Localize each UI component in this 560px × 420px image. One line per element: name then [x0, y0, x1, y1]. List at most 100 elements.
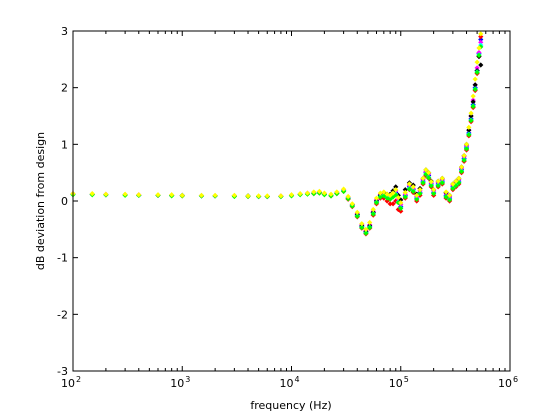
data-point	[470, 93, 476, 99]
data-point	[456, 180, 462, 186]
data-point	[443, 194, 449, 200]
data-point	[443, 189, 449, 195]
data-point	[363, 226, 369, 232]
data-point	[278, 193, 284, 199]
data-point	[470, 103, 476, 109]
data-point	[367, 225, 373, 231]
data-point	[103, 191, 109, 197]
data-point	[450, 181, 456, 187]
x-tick-label: 103	[170, 375, 190, 390]
data-point	[466, 124, 472, 130]
data-point	[387, 192, 393, 198]
data-point	[122, 191, 128, 197]
data-point	[428, 183, 434, 189]
data-point	[334, 189, 340, 195]
data-point	[402, 194, 408, 200]
data-point	[321, 190, 327, 196]
data-point	[390, 201, 396, 207]
data-point	[472, 86, 478, 92]
data-point	[468, 113, 474, 119]
data-point	[414, 192, 420, 198]
data-point	[474, 65, 480, 71]
data-point	[341, 186, 347, 192]
data-point	[169, 192, 175, 198]
data-point	[155, 192, 161, 198]
data-point	[297, 191, 303, 197]
data-point	[395, 195, 401, 201]
data-point	[474, 69, 480, 75]
data-point	[406, 186, 413, 192]
data-point	[410, 184, 416, 190]
data-point	[393, 184, 399, 190]
data-point	[435, 183, 441, 189]
data-point	[398, 208, 404, 214]
y-tick-label: -3	[57, 365, 68, 378]
data-point	[463, 146, 470, 152]
y-tick-label: -2	[57, 308, 68, 321]
data-point	[461, 157, 467, 163]
x-tick-label: 104	[279, 375, 299, 390]
data-point	[370, 211, 376, 217]
data-point	[393, 192, 399, 198]
data-point	[458, 164, 465, 170]
data-point	[463, 141, 470, 147]
data-point	[359, 221, 365, 227]
data-point	[461, 153, 467, 159]
data-point	[468, 117, 474, 124]
data-point	[431, 187, 437, 193]
data-point	[458, 168, 465, 175]
data-point	[387, 201, 393, 207]
data-point	[417, 187, 423, 193]
data-point	[370, 206, 376, 213]
data-point	[231, 192, 237, 198]
x-axis-label: frequency (Hz)	[250, 399, 331, 412]
data-point	[478, 44, 484, 50]
data-point	[390, 190, 396, 196]
data-point	[256, 193, 262, 199]
data-point	[435, 178, 441, 184]
data-point	[304, 190, 311, 196]
data-point	[384, 195, 390, 201]
series-7	[70, 31, 484, 232]
data-point	[345, 193, 351, 200]
data-point	[363, 230, 369, 236]
data-point	[439, 175, 445, 181]
data-point	[212, 192, 218, 198]
series-layer	[70, 31, 484, 237]
data-point	[478, 34, 484, 40]
data-point	[450, 185, 456, 192]
data-point	[402, 189, 408, 196]
data-point	[406, 181, 413, 187]
data-point	[288, 192, 295, 198]
data-point	[472, 82, 478, 88]
data-point	[354, 209, 360, 215]
data-point	[89, 191, 95, 197]
data-point	[373, 200, 380, 206]
data-point	[359, 225, 365, 231]
data-point	[478, 39, 484, 45]
data-point	[420, 175, 426, 181]
data-point	[198, 192, 205, 198]
data-point	[393, 187, 399, 193]
data-point	[447, 192, 453, 198]
data-point	[431, 191, 437, 197]
data-point	[410, 188, 416, 194]
data-point	[426, 170, 432, 176]
data-point	[423, 167, 429, 173]
data-point	[349, 201, 355, 207]
data-point	[423, 171, 429, 177]
data-point	[398, 205, 404, 211]
data-point	[387, 196, 393, 202]
data-point	[466, 127, 472, 133]
data-point	[398, 200, 404, 206]
data-point	[136, 192, 142, 198]
data-point	[474, 59, 480, 65]
y-tick-label: -1	[57, 252, 68, 265]
y-tick-label: 1	[61, 138, 68, 151]
data-point	[426, 175, 432, 181]
data-point	[478, 62, 484, 68]
x-tick-label: 102	[61, 375, 81, 390]
data-point	[373, 195, 380, 201]
y-tick-label: 3	[61, 25, 68, 38]
